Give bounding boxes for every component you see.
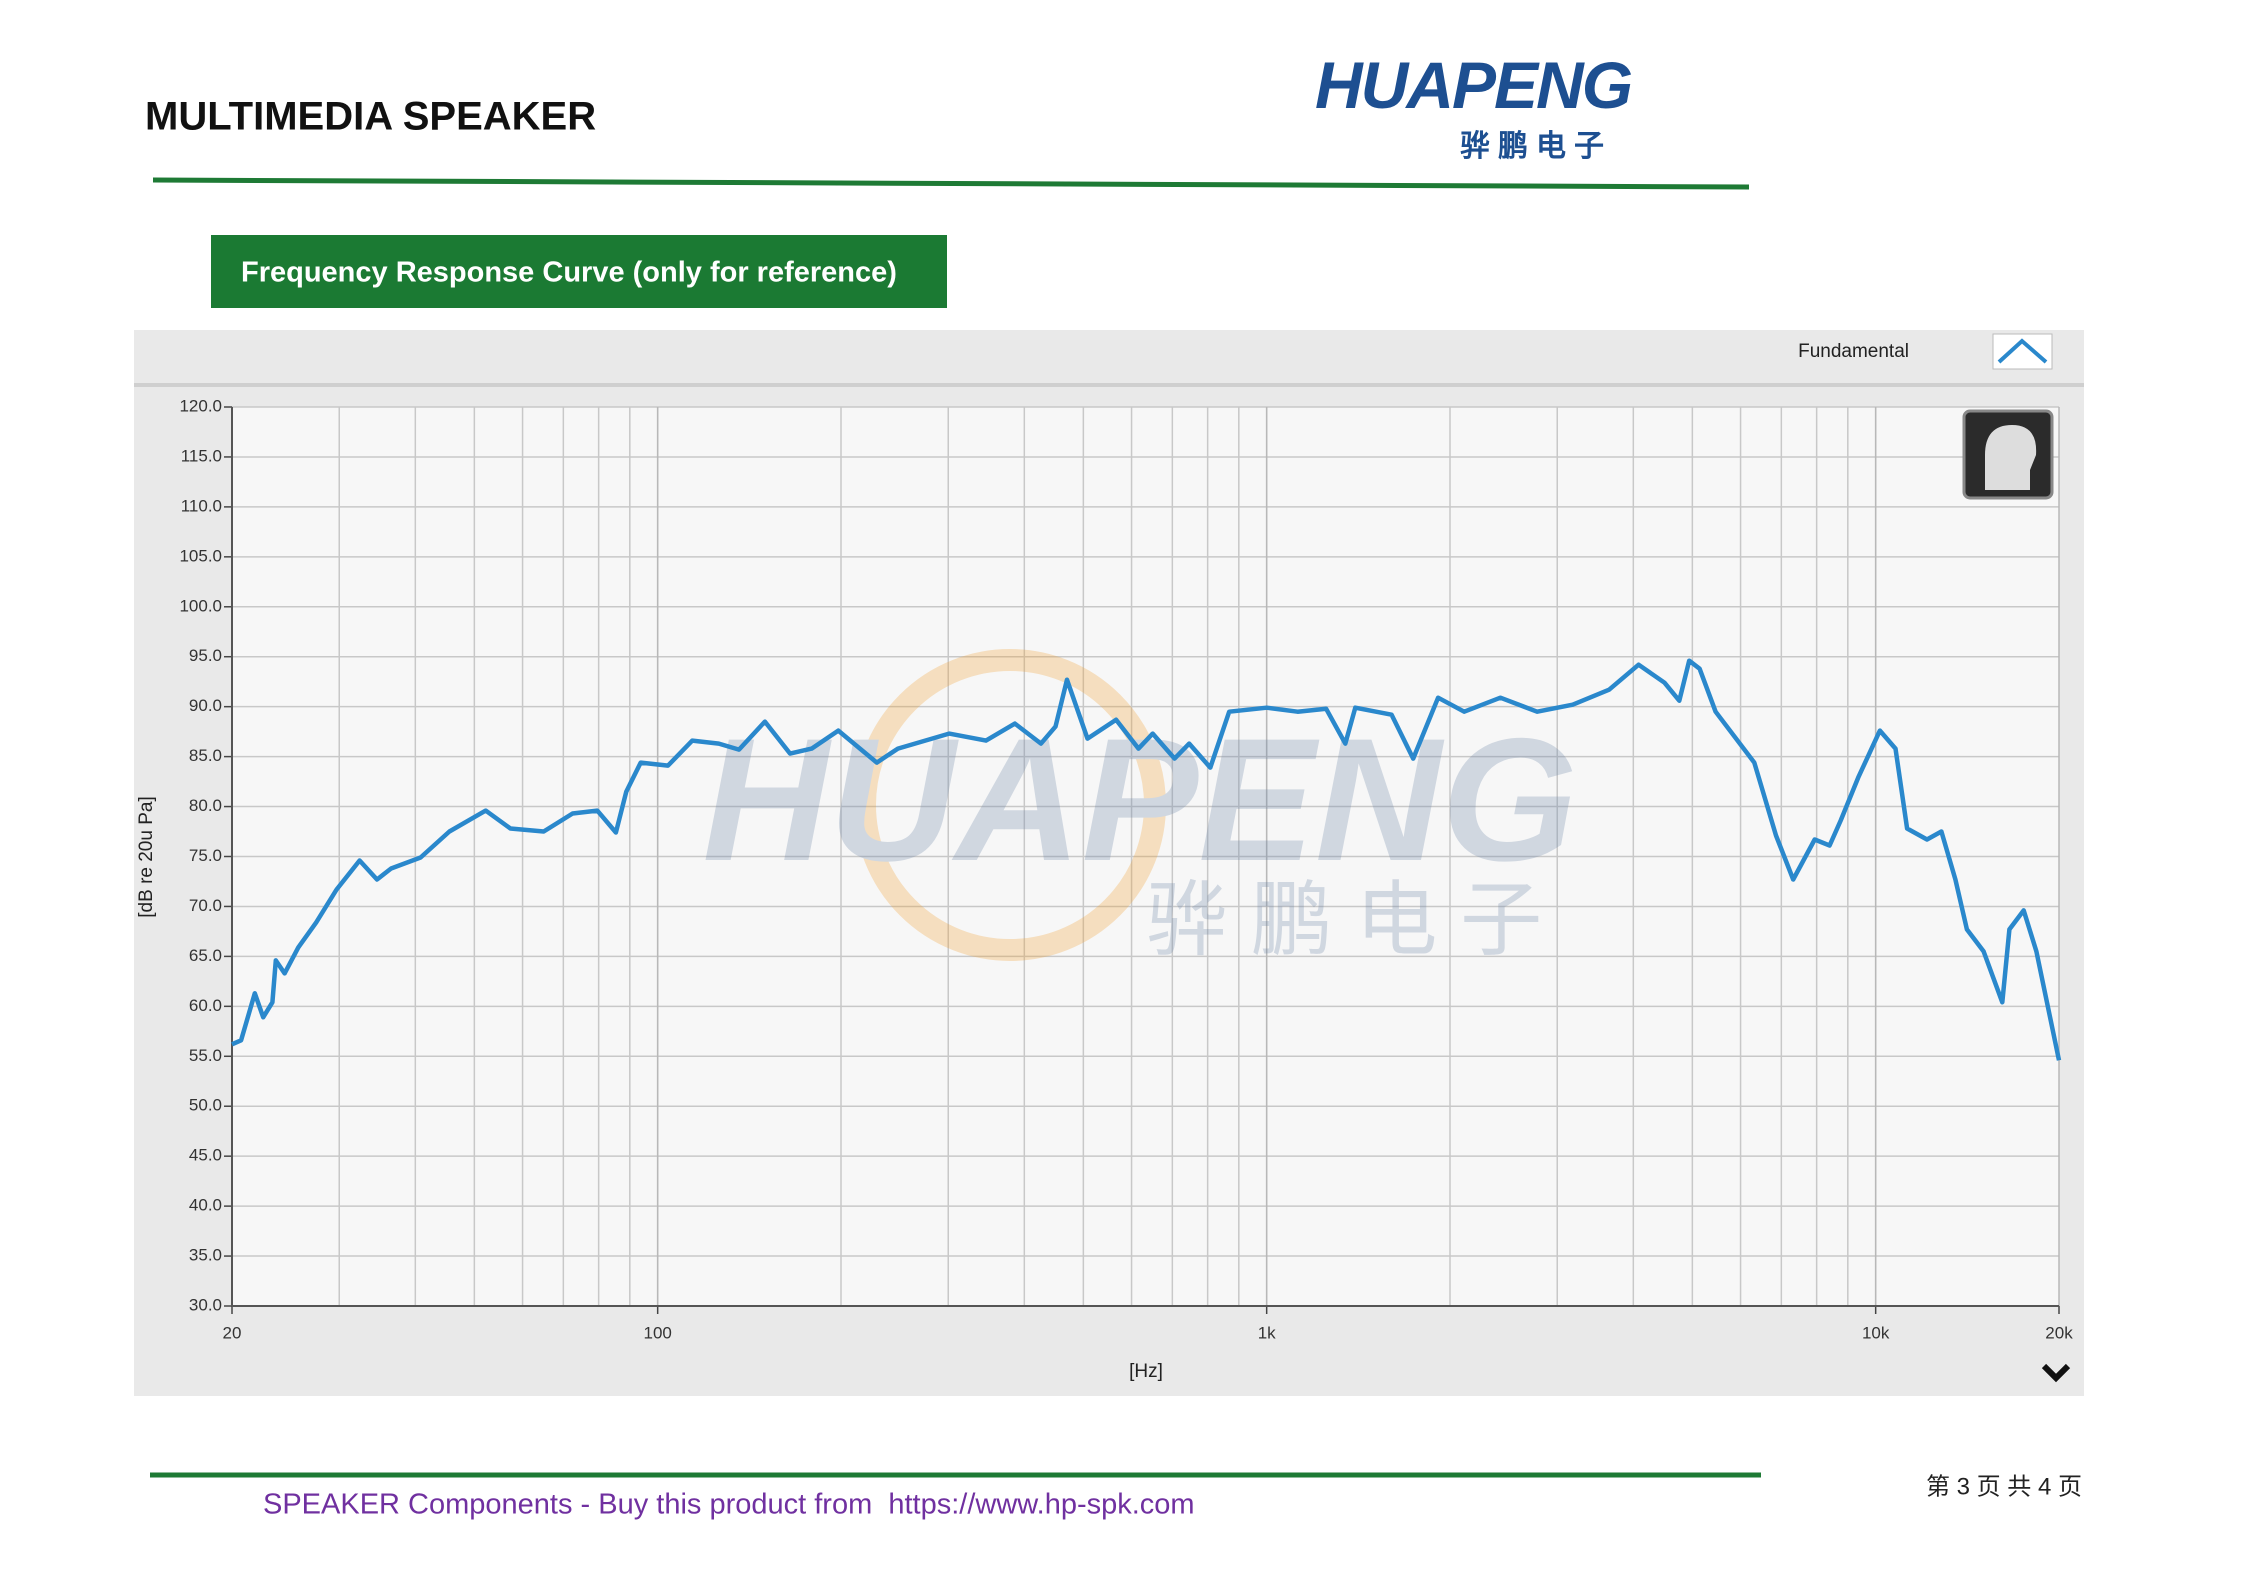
y-tick-label: 40.0 (189, 1196, 222, 1215)
watermark-subtitle: 骅 鹏 电 子 (1146, 875, 1542, 966)
x-tick-label: 20k (2045, 1323, 2073, 1342)
y-tick-label: 30.0 (189, 1295, 222, 1314)
logo-subtitle: 骅鹏电子 (1460, 129, 1612, 163)
watermark-text: HUAPENG (702, 703, 1577, 898)
page-title: MULTIMEDIA SPEAKER (145, 95, 596, 139)
section-banner (211, 235, 947, 308)
logo-text: HUAPENG (1315, 48, 1632, 122)
y-axis-label: [dB re 20u Pa] (136, 796, 157, 917)
plot (231, 658, 2062, 1061)
y-tick-label: 55.0 (189, 1046, 222, 1065)
y-tick-label: 50.0 (189, 1096, 222, 1115)
watermark-ring (854, 649, 1166, 961)
response-line (231, 658, 2062, 1061)
x-tick-label: 1k (1258, 1323, 1276, 1342)
footer-text: SPEAKER Components - Buy this product fr… (263, 1489, 1195, 1521)
y-tick-label: 115.0 (181, 446, 222, 465)
listener-head (1985, 425, 2037, 490)
legend-swatch (1997, 338, 2048, 364)
x-tick-label: 10k (1862, 1323, 1890, 1342)
y-tick-label: 65.0 (189, 946, 222, 965)
y-tick-label: 45.0 (189, 1146, 222, 1165)
grid: 30.0 35.0 40.0 45.0 50.0 55.0 60.0 65.0 70.0 75.0… (179, 396, 2073, 1342)
x-tick-label: 20 (223, 1323, 242, 1342)
y-tick-label: 95.0 (189, 646, 222, 665)
legend-label: Fundamental (1798, 341, 1909, 362)
y-tick-label: 105.0 (179, 546, 222, 565)
x-tick-label: 100 (643, 1323, 671, 1342)
section-title: Frequency Response Curve (only for refer… (241, 257, 897, 289)
y-tick-label: 120.0 (179, 396, 222, 415)
panel-divider (134, 383, 2084, 387)
y-tick-label: 90.0 (189, 696, 222, 715)
watermark: HUAPENG 骅 鹏 电 子 (702, 649, 1578, 966)
y-tick-label: 70.0 (189, 896, 222, 915)
header-rule (152, 177, 1750, 190)
y-tick-label: 60.0 (189, 996, 222, 1015)
x-axis-label: [Hz] (1129, 1361, 1163, 1382)
y-tick-label: 35.0 (189, 1246, 222, 1265)
y-tick-label: 75.0 (189, 846, 222, 865)
y-tick-label: 100.0 (179, 596, 222, 615)
y-tick-label: 85.0 (189, 746, 222, 765)
expand-chevron[interactable] (2041, 1363, 2071, 1383)
page-number: 第 3 页 共 4 页 (1926, 1473, 2082, 1500)
y-tick-label: 110.0 (181, 496, 222, 515)
y-tick-label: 80.0 (189, 796, 222, 815)
